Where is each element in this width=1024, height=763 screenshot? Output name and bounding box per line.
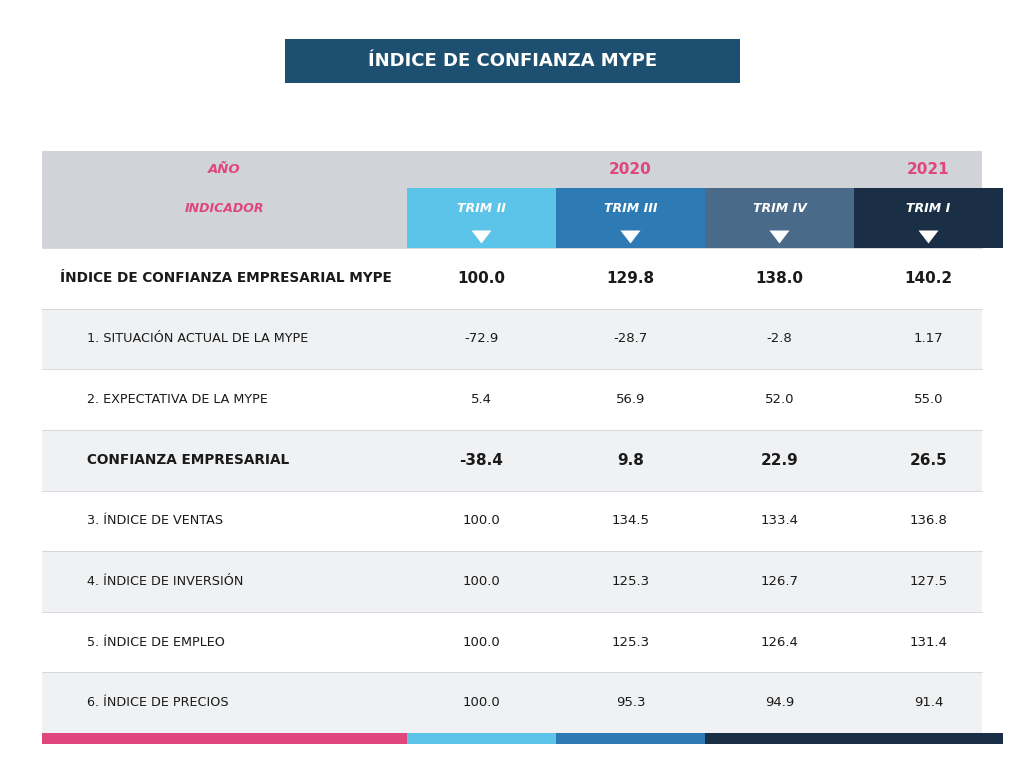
Text: 125.3: 125.3 <box>611 575 649 588</box>
Text: 129.8: 129.8 <box>606 271 654 286</box>
Text: INDICADOR: INDICADOR <box>184 201 264 214</box>
Text: -2.8: -2.8 <box>767 333 793 346</box>
Text: 126.4: 126.4 <box>761 636 799 649</box>
Bar <box>705 733 1002 744</box>
Text: 100.0: 100.0 <box>463 575 501 588</box>
Text: TRIM IV: TRIM IV <box>753 201 807 214</box>
Text: 9.8: 9.8 <box>617 452 644 468</box>
Text: 136.8: 136.8 <box>909 514 947 527</box>
Text: 94.9: 94.9 <box>765 696 795 709</box>
Text: -72.9: -72.9 <box>464 333 499 346</box>
Bar <box>705 188 854 228</box>
Text: 5. ÍNDICE DE EMPLEO: 5. ÍNDICE DE EMPLEO <box>87 636 225 649</box>
Text: 6. ÍNDICE DE PRECIOS: 6. ÍNDICE DE PRECIOS <box>87 696 228 709</box>
Text: -28.7: -28.7 <box>613 333 647 346</box>
Text: 26.5: 26.5 <box>909 452 947 468</box>
Text: 133.4: 133.4 <box>761 514 799 527</box>
Polygon shape <box>471 230 492 243</box>
Text: CONFIANZA EMPRESARIAL: CONFIANZA EMPRESARIAL <box>87 453 289 467</box>
Polygon shape <box>621 230 640 243</box>
Text: 5.4: 5.4 <box>471 393 492 406</box>
Bar <box>42 612 982 672</box>
Bar <box>42 672 982 733</box>
Text: 100.0: 100.0 <box>463 636 501 649</box>
Polygon shape <box>769 230 790 243</box>
Text: 22.9: 22.9 <box>761 452 799 468</box>
Bar <box>42 308 982 369</box>
Bar <box>42 430 982 491</box>
Bar <box>42 151 982 188</box>
Bar <box>42 491 982 551</box>
Bar <box>854 188 1002 228</box>
Text: 52.0: 52.0 <box>765 393 795 406</box>
Text: -38.4: -38.4 <box>460 452 504 468</box>
Bar <box>705 228 854 248</box>
Text: 1.17: 1.17 <box>913 333 943 346</box>
Bar <box>556 188 705 228</box>
Bar <box>556 228 705 248</box>
Text: ÍNDICE DE CONFIANZA MYPE: ÍNDICE DE CONFIANZA MYPE <box>368 52 657 70</box>
Text: 140.2: 140.2 <box>904 271 952 286</box>
Bar <box>407 733 556 744</box>
Bar <box>42 188 407 228</box>
Bar <box>854 228 1002 248</box>
Text: 138.0: 138.0 <box>756 271 804 286</box>
Polygon shape <box>919 230 939 243</box>
Bar <box>407 188 556 228</box>
Text: 55.0: 55.0 <box>913 393 943 406</box>
Text: TRIM II: TRIM II <box>457 201 506 214</box>
Bar <box>42 733 407 744</box>
Text: 126.7: 126.7 <box>761 575 799 588</box>
Bar <box>42 551 982 612</box>
Text: 127.5: 127.5 <box>909 575 947 588</box>
Text: 1. SITUACIÓN ACTUAL DE LA MYPE: 1. SITUACIÓN ACTUAL DE LA MYPE <box>87 333 308 346</box>
Text: 91.4: 91.4 <box>913 696 943 709</box>
Text: 95.3: 95.3 <box>615 696 645 709</box>
Text: ÍNDICE DE CONFIANZA EMPRESARIAL MYPE: ÍNDICE DE CONFIANZA EMPRESARIAL MYPE <box>60 272 392 285</box>
Text: 131.4: 131.4 <box>909 636 947 649</box>
Bar <box>42 369 982 430</box>
Text: 4. ÍNDICE DE INVERSIÓN: 4. ÍNDICE DE INVERSIÓN <box>87 575 244 588</box>
Text: TRIM I: TRIM I <box>906 201 950 214</box>
Bar <box>285 39 740 83</box>
Text: 2020: 2020 <box>609 162 652 177</box>
Bar <box>407 228 556 248</box>
Bar <box>556 733 705 744</box>
Text: 3. ÍNDICE DE VENTAS: 3. ÍNDICE DE VENTAS <box>87 514 223 527</box>
Text: 100.0: 100.0 <box>463 696 501 709</box>
Text: 100.0: 100.0 <box>463 514 501 527</box>
Text: 56.9: 56.9 <box>615 393 645 406</box>
Bar <box>42 248 982 308</box>
Text: 125.3: 125.3 <box>611 636 649 649</box>
Text: 134.5: 134.5 <box>611 514 649 527</box>
Text: 2. EXPECTATIVA DE LA MYPE: 2. EXPECTATIVA DE LA MYPE <box>87 393 268 406</box>
Text: TRIM III: TRIM III <box>604 201 657 214</box>
Text: 100.0: 100.0 <box>458 271 506 286</box>
Bar <box>42 228 407 248</box>
Text: 2021: 2021 <box>907 162 950 177</box>
Text: AÑO: AÑO <box>208 163 241 176</box>
